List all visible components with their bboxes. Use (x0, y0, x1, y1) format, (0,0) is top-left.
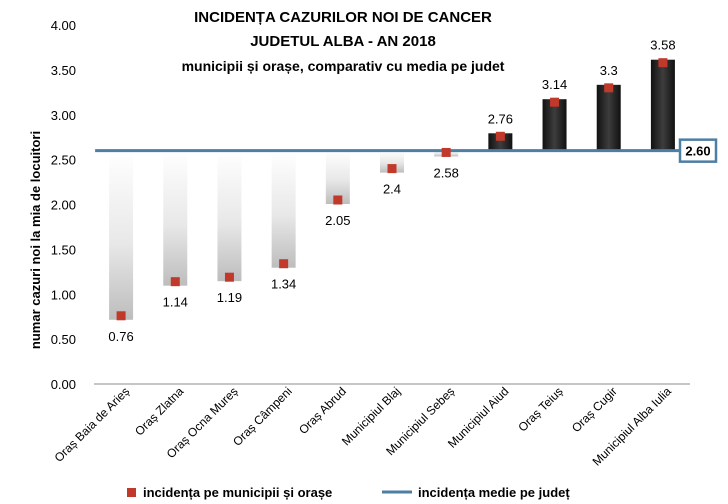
bar-4 (325, 150, 350, 205)
y-tick-label: 1.50 (51, 242, 76, 257)
bar-7 (488, 133, 513, 151)
data-label-9: 3.3 (600, 63, 618, 78)
x-category-label: Oraș Baia de Arieș (52, 384, 133, 465)
legend-label-incidence: incidența pe municipii și orașe (143, 485, 332, 500)
marker-0 (116, 311, 126, 321)
data-label-0: 0.76 (108, 329, 133, 344)
y-tick-label: 4.00 (51, 18, 76, 33)
chart-title-line-2: JUDETUL ALBA - AN 2018 (250, 33, 436, 50)
marker-3 (279, 259, 289, 269)
data-label-10: 3.58 (650, 38, 675, 53)
data-label-1: 1.14 (163, 295, 188, 310)
marker-1 (170, 277, 180, 287)
y-tick-label: 2.50 (51, 153, 76, 168)
marker-4 (333, 195, 343, 205)
average-label: 2.60 (685, 144, 710, 159)
y-tick-label: 3.50 (51, 63, 76, 78)
x-category-label: Oraș Zlatna (132, 384, 186, 438)
bar-3 (271, 150, 296, 268)
marker-7 (495, 131, 505, 141)
x-category-label: Oraș Abrud (296, 384, 349, 437)
y-tick-label: 3.00 (51, 108, 76, 123)
marker-6 (441, 147, 451, 157)
bar-0 (109, 150, 134, 320)
bars (109, 59, 675, 320)
y-axis-ticks: 0.00 0.50 1.00 1.50 2.00 2.50 3.00 3.50 4.00 (51, 18, 76, 392)
marker-10 (658, 58, 668, 68)
chart-title: INCIDENȚA CAZURILOR NOI DE CANCER JUDETU… (182, 9, 505, 74)
y-tick-label: 2.00 (51, 198, 76, 213)
bar-1 (163, 150, 188, 286)
y-tick-label: 0.50 (51, 332, 76, 347)
bar-9 (596, 84, 621, 151)
marker-9 (604, 83, 614, 93)
y-tick-label: 0.00 (51, 377, 76, 392)
average-label-box (678, 138, 718, 163)
x-category-label: Oraș Teiuș (515, 384, 565, 434)
legend: incidența pe municipii și orașe incidenț… (127, 485, 570, 500)
data-label-2: 1.19 (217, 290, 242, 305)
bar-2 (217, 150, 242, 282)
marker-2 (224, 272, 234, 282)
average-line-group: 2.60 (95, 138, 718, 163)
data-label-3: 1.34 (271, 277, 296, 292)
chart-title-line-1: INCIDENȚA CAZURILOR NOI DE CANCER (194, 9, 492, 26)
chart-title-line-3: municipii și orașe, comparativ cu media … (182, 58, 505, 74)
y-tick-label: 1.00 (51, 287, 76, 302)
data-label-5: 2.4 (383, 182, 401, 197)
data-labels: 0.76 1.14 1.19 1.34 2.05 2.4 2.58 2.76 3.14 3.3 3.… (108, 38, 675, 344)
data-label-4: 2.05 (325, 213, 350, 228)
y-axis-label: numar cazuri noi la mia de locuitori (28, 131, 43, 349)
data-label-7: 2.76 (488, 111, 513, 126)
markers (116, 58, 668, 321)
x-category-label: Oraș Cugir (569, 384, 620, 435)
marker-8 (550, 97, 560, 107)
legend-label-average: incidența medie pe județ (418, 485, 570, 500)
bar-8 (542, 99, 567, 151)
bar-5 (380, 150, 404, 173)
data-label-8: 3.14 (542, 77, 567, 92)
data-label-6: 2.58 (434, 165, 459, 180)
legend-marker-symbol (127, 488, 136, 497)
bar-10 (650, 59, 675, 151)
marker-5 (387, 164, 397, 174)
